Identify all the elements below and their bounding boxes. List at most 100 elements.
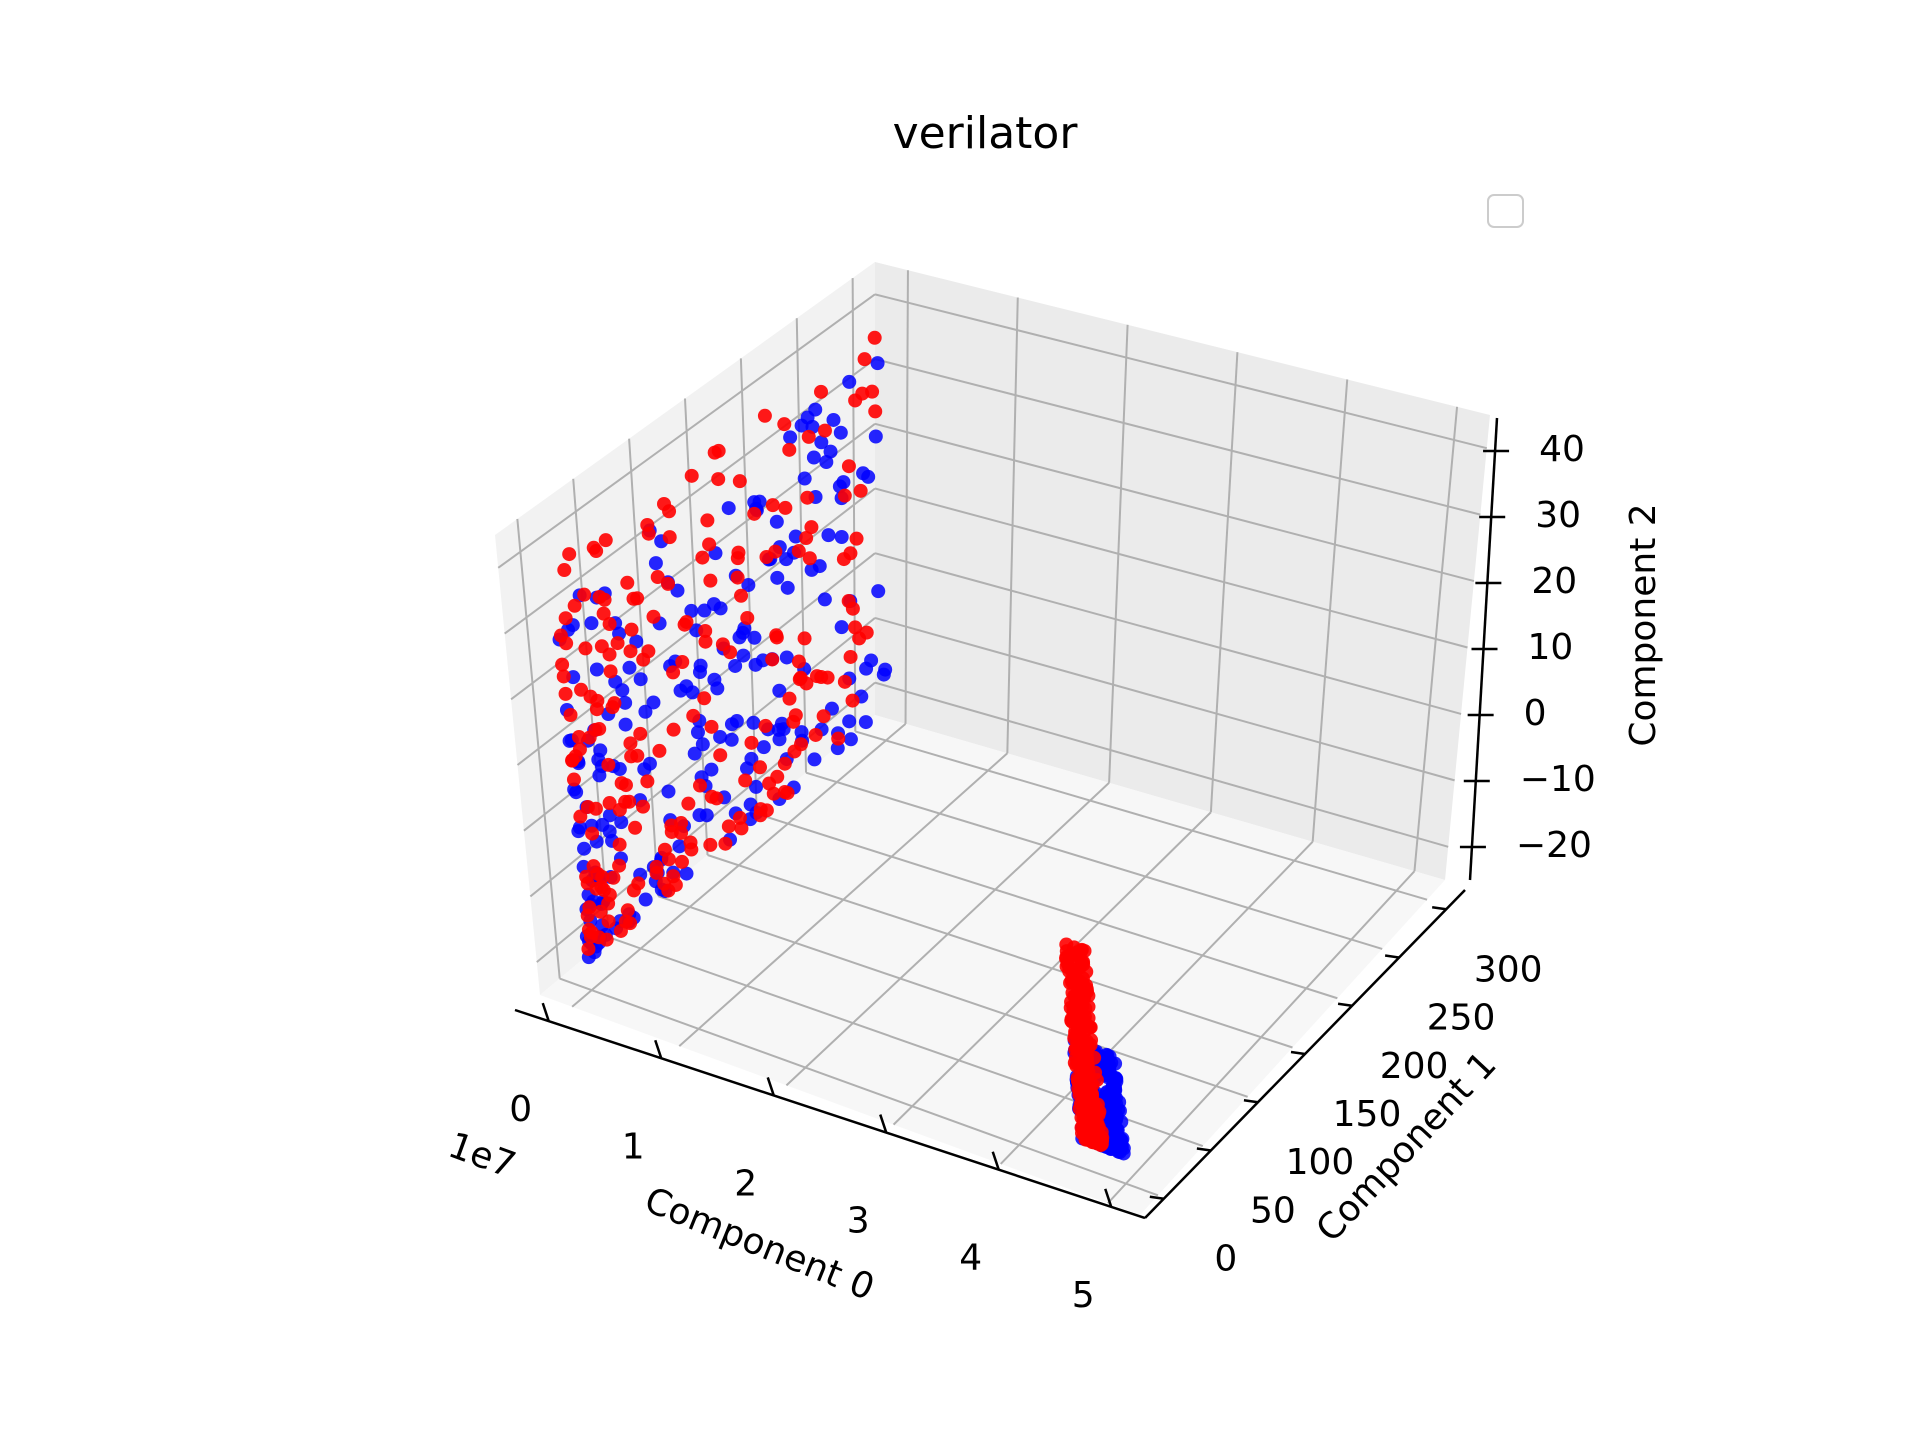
y-tick xyxy=(1149,1195,1165,1200)
gridline-y xyxy=(657,895,1248,1098)
scatter-point xyxy=(640,774,655,789)
scatter-point xyxy=(706,597,721,612)
scatter-point xyxy=(744,751,759,766)
scatter-point xyxy=(731,545,746,560)
scatter-point xyxy=(777,756,792,771)
scatter-point xyxy=(871,584,886,599)
y-tick-label: 250 xyxy=(1427,998,1496,1039)
scatter-point xyxy=(650,570,665,585)
scatter-point xyxy=(598,533,613,548)
scatter-point xyxy=(857,352,872,367)
scatter-point xyxy=(771,722,786,737)
scatter-point xyxy=(633,726,648,741)
scatter-point xyxy=(699,808,714,823)
scatter-point xyxy=(1078,1082,1093,1097)
scatter-point xyxy=(799,531,814,546)
scatter-point xyxy=(816,709,831,724)
scatter-point xyxy=(769,514,784,529)
scatter-point xyxy=(769,628,784,643)
scatter-point xyxy=(861,469,876,484)
scatter-point xyxy=(571,730,586,745)
scatter-point xyxy=(562,547,577,562)
scatter-point xyxy=(581,941,596,956)
scatter-point xyxy=(740,610,755,625)
scatter-point xyxy=(602,647,617,662)
scatter-point xyxy=(692,778,707,793)
scatter-point xyxy=(677,617,692,632)
scatter-point xyxy=(612,837,627,852)
scatter-point xyxy=(753,760,768,775)
scatter-point xyxy=(612,858,627,873)
scatter-point xyxy=(557,563,572,578)
scatter-point xyxy=(779,650,794,665)
scatter-point xyxy=(573,809,588,824)
scatter-point xyxy=(601,757,616,772)
scatter-point xyxy=(744,735,759,750)
legend-box xyxy=(1487,194,1524,228)
scatter-point xyxy=(640,517,655,532)
scatter-point xyxy=(646,609,661,624)
scatter-point xyxy=(734,588,749,603)
y-tick xyxy=(1290,1050,1306,1056)
scatter-point xyxy=(1100,1055,1115,1070)
scatter-point xyxy=(586,540,601,555)
scatter-point xyxy=(638,892,653,907)
scatter-point xyxy=(567,598,582,613)
scatter-point xyxy=(823,444,838,459)
y-tick-label: 200 xyxy=(1380,1046,1449,1087)
scatter-point xyxy=(626,883,641,898)
scatter-point xyxy=(843,649,858,664)
scatter-point xyxy=(780,785,795,800)
scatter-point xyxy=(1083,1020,1098,1035)
scatter-point xyxy=(692,665,707,680)
gridline-y xyxy=(559,977,1159,1197)
scatter-point xyxy=(792,672,807,687)
scatter-point xyxy=(772,683,787,698)
scatter-point xyxy=(555,657,570,672)
scatter-point xyxy=(780,580,795,595)
x-tick-label: 2 xyxy=(734,1163,757,1204)
scatter-point xyxy=(592,590,607,605)
scatter-point xyxy=(817,423,832,438)
scatter-point xyxy=(848,393,863,408)
scatter-point xyxy=(704,762,719,777)
scatter-point xyxy=(791,544,806,559)
scatter-point xyxy=(723,645,738,660)
x-tick-label: 1 xyxy=(622,1126,645,1167)
gridline-z xyxy=(874,616,1455,782)
gridline-z xyxy=(874,681,1449,848)
scatter-point xyxy=(698,634,713,649)
scatter-point xyxy=(601,914,616,929)
scatter-point xyxy=(738,773,753,788)
scatter-point xyxy=(770,570,785,585)
scatter-point xyxy=(675,654,690,669)
scatter-point xyxy=(747,506,762,521)
scatter-point xyxy=(766,786,781,801)
scatter-point xyxy=(623,736,638,751)
x-tick xyxy=(879,1114,888,1133)
scatter-point xyxy=(797,631,812,646)
scatter-point xyxy=(741,578,756,593)
scatter-point xyxy=(778,500,793,515)
scatter-point xyxy=(648,556,663,571)
scatter-point xyxy=(558,686,573,701)
scatter-point xyxy=(756,740,771,755)
scatter-point xyxy=(732,810,747,825)
scatter-point xyxy=(662,530,677,545)
y-tick xyxy=(1431,906,1447,911)
y-tick xyxy=(1384,954,1400,959)
scatter-point xyxy=(585,826,600,841)
scatter-point xyxy=(582,900,597,915)
y-tick xyxy=(1243,1098,1259,1104)
scatter-point xyxy=(768,544,783,559)
scatter-point xyxy=(868,429,883,444)
scatter-point xyxy=(853,483,868,498)
scatter-point xyxy=(563,707,578,722)
scatter-point xyxy=(614,815,629,830)
scatter-point xyxy=(748,657,763,672)
scatter-point xyxy=(558,611,573,626)
scatter-point xyxy=(865,384,880,399)
scatter-point xyxy=(728,658,743,673)
y-tick-label: 100 xyxy=(1286,1142,1355,1183)
